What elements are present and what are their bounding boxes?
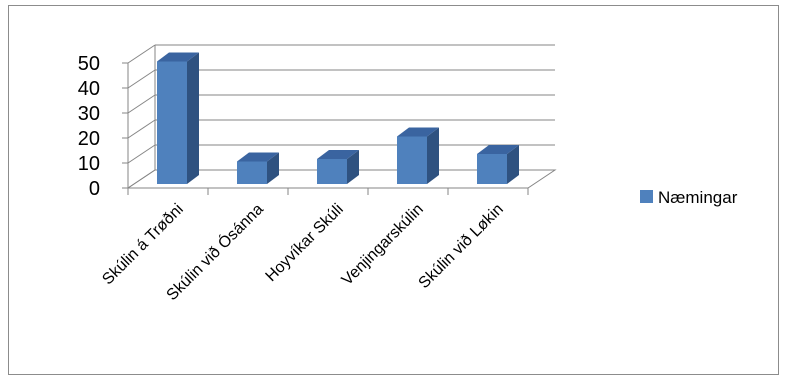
bar bbox=[477, 145, 519, 184]
x-category-label: Hoyvíkar Skúli bbox=[263, 201, 347, 285]
bar-side bbox=[507, 145, 519, 184]
bar-front bbox=[397, 136, 427, 184]
x-category-label: Skúlin á Trøðni bbox=[99, 201, 186, 288]
bar-side bbox=[347, 150, 359, 184]
gridlines bbox=[126, 44, 557, 189]
bars bbox=[157, 52, 519, 184]
gridline-side bbox=[127, 44, 156, 64]
bar-top bbox=[317, 150, 359, 159]
legend: Næmingar bbox=[640, 188, 738, 207]
gridline-side bbox=[127, 119, 156, 139]
y-tick-label: 40 bbox=[78, 78, 100, 100]
x-category-label: Venjingarskúlin bbox=[339, 201, 427, 289]
axes bbox=[122, 45, 529, 195]
y-tick-label: 10 bbox=[78, 153, 100, 175]
y-tick-label: 0 bbox=[89, 178, 100, 200]
bar-side bbox=[267, 152, 279, 184]
y-axis-ticks: 0 10 20 30 40 50 bbox=[78, 53, 100, 200]
bar-front bbox=[157, 61, 187, 184]
bar bbox=[237, 152, 279, 184]
gridline-side bbox=[127, 94, 156, 114]
bar-front bbox=[237, 161, 267, 184]
bar-top bbox=[477, 145, 519, 154]
y-tick-label: 30 bbox=[78, 103, 100, 125]
bar bbox=[397, 127, 439, 184]
bar bbox=[317, 150, 359, 184]
bar bbox=[157, 52, 199, 184]
bar-side bbox=[427, 127, 439, 184]
gridline-side bbox=[127, 144, 156, 164]
bar-top bbox=[237, 152, 279, 162]
bar-top bbox=[157, 52, 199, 62]
bar-front bbox=[477, 154, 507, 184]
x-category-label: Skúlin við Løkin bbox=[416, 201, 507, 292]
y-tick-label: 20 bbox=[78, 128, 100, 150]
bar-top bbox=[397, 127, 439, 137]
gridline-side bbox=[127, 69, 156, 89]
gridline-side bbox=[127, 169, 156, 189]
legend-swatch-naemingar bbox=[640, 190, 653, 203]
bar-front bbox=[317, 159, 347, 184]
bar-side bbox=[187, 52, 199, 184]
y-tick-label: 50 bbox=[78, 53, 100, 75]
legend-label-naemingar: Næmingar bbox=[658, 188, 738, 207]
